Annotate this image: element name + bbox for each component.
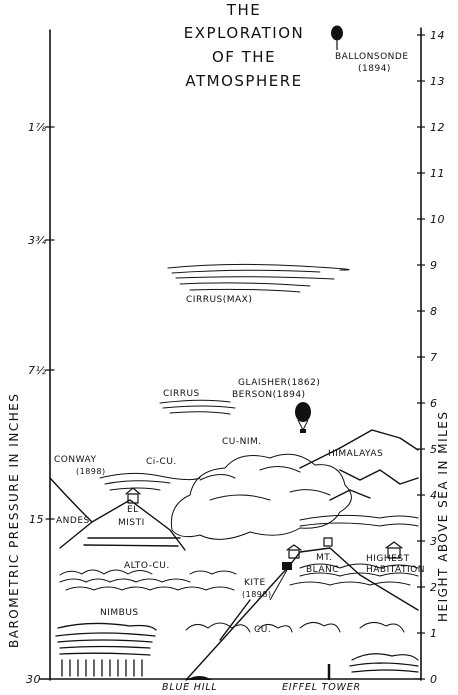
right-tick-label: 8 [430, 305, 438, 318]
cumulus-low-clouds [185, 622, 405, 633]
right-tick-label: 1 [430, 627, 438, 640]
left-axis-title: BAROMETRIC PRESSURE IN INCHES [7, 393, 21, 648]
ci-cu-clouds [99, 472, 201, 491]
ballonsonde-label: BALLONSONDE [335, 52, 409, 62]
right-tick-label: 10 [430, 213, 445, 226]
cu-nim-label: CU-NIM. [222, 437, 262, 447]
right-tick-label: 9 [430, 259, 438, 272]
himalayas-label: HIMALAYAS [328, 449, 383, 459]
el-label: EL [127, 505, 139, 515]
title-line-3: OF THE [212, 48, 276, 66]
cirrus-max-clouds [167, 263, 350, 293]
right-tick-label: 2 [430, 581, 438, 594]
right-tick-label: 14 [430, 29, 445, 42]
andes-label: ANDES [56, 516, 90, 526]
blanc-label: BLANC [306, 565, 339, 575]
kite-year-label: (1898) [242, 590, 272, 599]
mt-blanc-hut-icon [286, 537, 333, 559]
mt-blanc-mountain [185, 547, 419, 681]
eiffel-tower-label: EIFFEL TOWER [282, 682, 361, 693]
dark-low-clouds [349, 653, 419, 673]
right-axis-title: HEIGHT ABOVE SEA IN MILES [436, 410, 450, 622]
left-tick-label: 1⅞ [28, 121, 47, 134]
right-tick-label: 6 [430, 397, 438, 410]
right-tick-label: 4 [430, 489, 438, 502]
el-misti-hut-icon [125, 487, 141, 504]
conway-label: CONWAY [54, 455, 96, 465]
title-block: THE EXPLORATION OF THE ATMOSPHERE [184, 1, 304, 90]
cu-label: CU. [254, 625, 271, 635]
title-line-1: THE [226, 1, 261, 19]
cirrus-label: CIRRUS [163, 389, 200, 399]
title-line-2: EXPLORATION [184, 24, 304, 42]
kite-label: KITE [244, 578, 266, 588]
alto-cu-label: ALTO-CU. [124, 561, 170, 571]
ballonsonde-balloon-icon [331, 25, 343, 50]
right-tick-label: 11 [430, 167, 445, 180]
conway-year-label: (1898) [76, 467, 106, 476]
highest-habitation-hut-icon [385, 541, 403, 559]
left-axis-ticks [45, 126, 55, 520]
blue-hill-mound [186, 676, 212, 680]
cirrus-max-label: CIRRUS(MAX) [186, 295, 252, 305]
right-tick-label: 0 [430, 673, 438, 686]
cu-nim-cloud [170, 453, 352, 540]
cirrus-clouds [159, 399, 236, 415]
himalayas-mountain [299, 429, 419, 501]
highest-label: HIGHEST [366, 554, 410, 564]
ballonsonde-year-label: (1894) [358, 64, 391, 74]
ci-cu-label: Ci-CU. [146, 457, 177, 467]
right-axis-ticks [417, 34, 425, 680]
alto-cu-clouds [59, 563, 419, 591]
nimbus-label: NIMBUS [100, 608, 139, 618]
habitation-label: HABITATION [366, 565, 425, 575]
right-tick-label: 13 [430, 75, 445, 88]
left-tick-label: 30 [26, 673, 41, 686]
nimbus-cloud [55, 622, 157, 677]
andes-el-misti-mountain [49, 477, 186, 551]
blue-hill-label: BLUE HILL [162, 682, 218, 693]
berson-label: BERSON(1894) [232, 390, 306, 400]
glaisher-label: GLAISHER(1862) [238, 378, 320, 388]
right-tick-label: 7 [430, 351, 438, 364]
mt-label: MT. [316, 553, 333, 563]
left-tick-label: 7½ [28, 364, 47, 377]
title-line-4: ATMOSPHERE [185, 72, 302, 90]
glaisher-balloon-icon [295, 402, 311, 433]
kite-icon [269, 562, 292, 601]
left-tick-label: 15 [29, 513, 44, 526]
cirrus-right-clouds [299, 514, 419, 527]
misti-label: MISTI [118, 518, 145, 528]
right-tick-label: 12 [430, 121, 445, 134]
right-tick-label: 3 [430, 535, 438, 548]
left-tick-label: 3¾ [28, 234, 47, 247]
right-tick-label: 5 [430, 443, 438, 456]
